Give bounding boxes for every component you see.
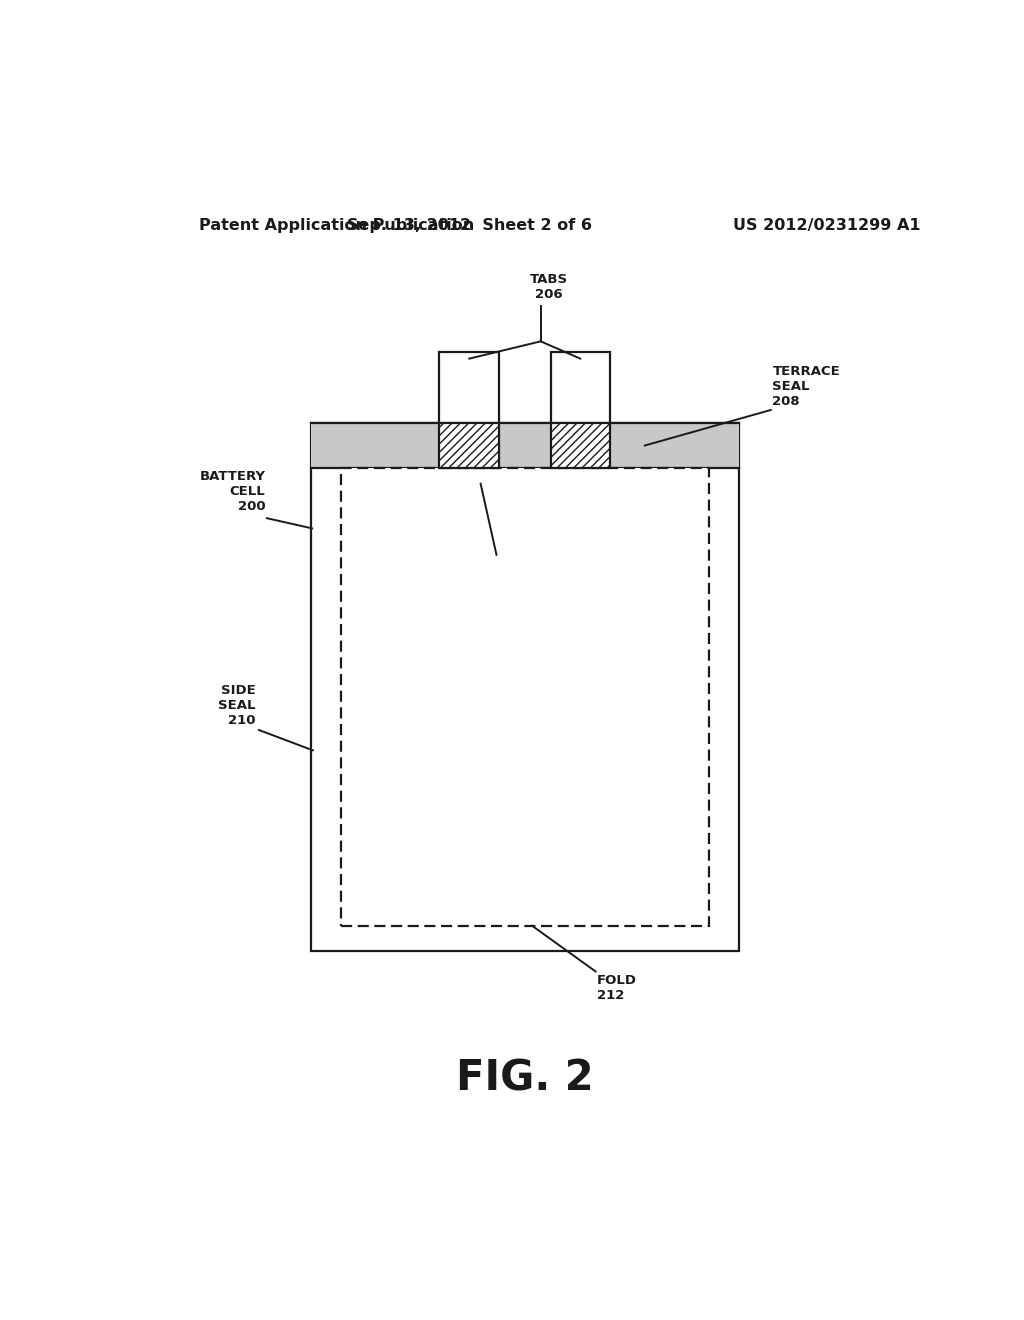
Bar: [551, 422, 610, 469]
Bar: [551, 351, 610, 422]
Bar: [439, 422, 499, 469]
Bar: [310, 422, 739, 952]
Bar: [310, 422, 739, 469]
Text: TABS
206: TABS 206: [529, 273, 567, 301]
Text: FOLD
212: FOLD 212: [597, 974, 637, 1002]
Bar: [551, 422, 610, 469]
Text: Patent Application Publication: Patent Application Publication: [200, 218, 475, 234]
Text: US 2012/0231299 A1: US 2012/0231299 A1: [732, 218, 921, 234]
Text: TERRACE
SEAL
208: TERRACE SEAL 208: [772, 364, 840, 408]
Text: FIG. 2: FIG. 2: [456, 1057, 594, 1100]
Text: Sep. 13, 2012  Sheet 2 of 6: Sep. 13, 2012 Sheet 2 of 6: [347, 218, 592, 234]
Text: BATTERY
CELL
200: BATTERY CELL 200: [200, 470, 265, 513]
Bar: [439, 422, 499, 469]
Bar: [341, 469, 709, 925]
Text: SEALING
TAPE
204: SEALING TAPE 204: [464, 558, 528, 601]
Bar: [439, 351, 499, 422]
Text: SIDE
SEAL
210: SIDE SEAL 210: [218, 684, 256, 727]
Text: JELLY
ROLL
202: JELLY ROLL 202: [503, 700, 547, 750]
